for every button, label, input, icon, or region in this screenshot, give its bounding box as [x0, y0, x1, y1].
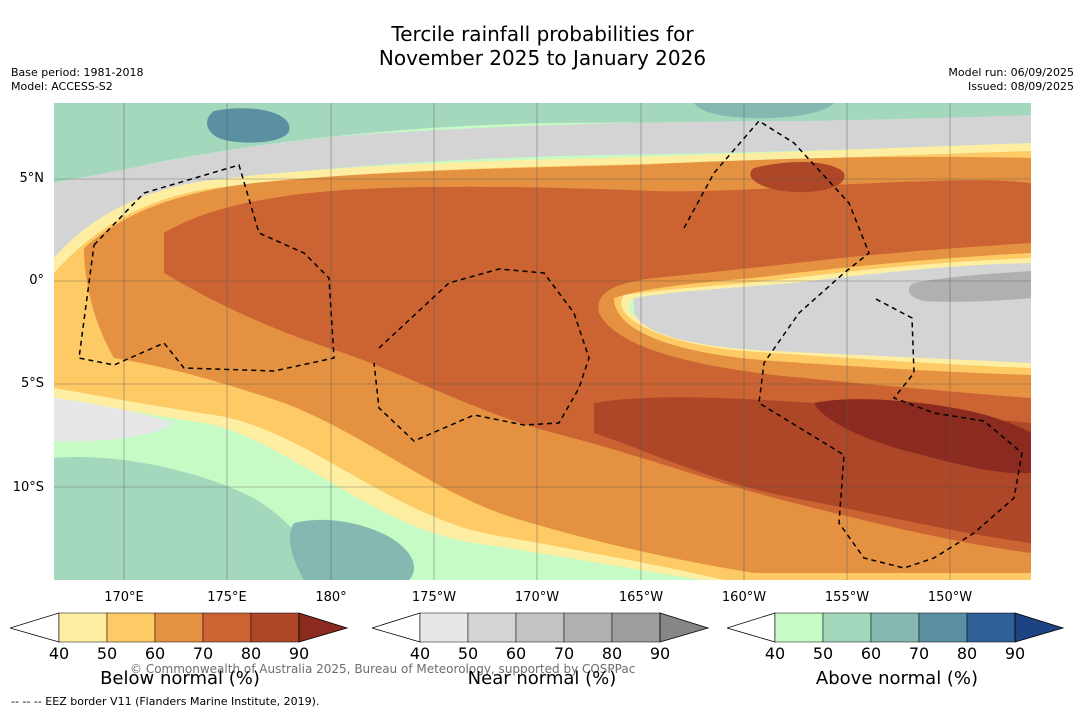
- colorbar-near: [372, 612, 710, 643]
- cbar-near-tick: 50: [457, 644, 479, 663]
- cbar-above-tick: 80: [956, 644, 978, 663]
- cbar-near-swatch-3: [515, 612, 565, 643]
- lon-label-175E: 175°E: [207, 590, 247, 605]
- lat-label-5S: 5°S: [20, 376, 44, 391]
- map-title: Tercile rainfall probabilities for Novem…: [0, 22, 1085, 70]
- rainfall-map: © Commonwealth of Australia 2025, Bureau…: [54, 103, 1031, 676]
- zone-above-70-north: [207, 108, 290, 143]
- gridlines: [54, 103, 1031, 580]
- zone-near-north: [54, 115, 1031, 258]
- cbar-near-arrow-right: [659, 612, 710, 643]
- cbar-near-tick: 60: [505, 644, 527, 663]
- zone-above-60-south: [289, 519, 414, 580]
- cbar-near-swatch-1: [419, 612, 469, 643]
- cbar-below-swatch-3: [154, 612, 204, 643]
- base-period: Base period: 1981-2018: [11, 66, 144, 79]
- zone-above-60-north2: [694, 103, 834, 119]
- cbar-below-title: Below normal (%): [100, 668, 260, 689]
- lat-label-5N: 5°N: [19, 171, 45, 186]
- zone-near-east-dark: [908, 271, 1031, 302]
- lon-label-170W: 170°W: [514, 590, 560, 605]
- lon-label-160W: 160°W: [721, 590, 767, 605]
- cbar-above-swatch-2: [822, 612, 872, 643]
- eez-phoenix: [373, 268, 590, 442]
- zone-below-80-north: [750, 161, 845, 193]
- run-info: Model run: 06/09/2025 Issued: 08/09/2025: [948, 66, 1074, 94]
- colorbar-below: [10, 612, 349, 643]
- cbar-below-arrow-left: [10, 612, 60, 643]
- colorbar-above: [727, 612, 1065, 643]
- cbar-below-swatch-2: [106, 612, 156, 643]
- cbar-above-swatch-5: [966, 612, 1016, 643]
- eez-borders: [78, 120, 1023, 569]
- lon-label-170E: 170°E: [104, 590, 144, 605]
- cbar-near-tick: 70: [553, 644, 575, 663]
- cbar-near-swatch-5: [611, 612, 661, 643]
- title-line-2: November 2025 to January 2026: [378, 46, 707, 70]
- cbar-above-tick: 50: [812, 644, 834, 663]
- map-canvas: [54, 103, 1031, 580]
- model-run: Model run: 06/09/2025: [948, 66, 1074, 79]
- cbar-above-tick: 60: [860, 644, 882, 663]
- cbar-near-tick: 80: [601, 644, 623, 663]
- cbar-above-title: Above normal (%): [815, 668, 979, 689]
- copyright-note: © Commonwealth of Australia 2025, Bureau…: [130, 662, 636, 676]
- cbar-near-swatch-4: [563, 612, 613, 643]
- lat-label-0: 0°: [29, 273, 44, 288]
- cbar-near-arrow-left: [372, 612, 421, 643]
- cbar-above-swatch-4: [918, 612, 968, 643]
- cbar-below-swatch-1: [58, 612, 108, 643]
- cbar-near-tick: 40: [409, 644, 431, 663]
- cbar-above-swatch-3: [870, 612, 920, 643]
- lon-label-165W: 165°W: [618, 590, 664, 605]
- model-name: Model: ACCESS-S2: [11, 80, 113, 93]
- cbar-below-swatch-4: [202, 612, 252, 643]
- cbar-below-swatch-5: [250, 612, 300, 643]
- cbar-below-tick: 50: [96, 644, 118, 663]
- cbar-near-title: Near normal (%): [467, 668, 617, 689]
- cbar-above-tick: 70: [908, 644, 930, 663]
- cbar-below-tick: 40: [48, 644, 70, 663]
- eez-footnote: -- -- -- EEZ border V11 (Flanders Marine…: [11, 695, 320, 708]
- cbar-near-tick: 90: [649, 644, 671, 663]
- cbar-below-arrow-right: [298, 612, 349, 643]
- eez-tuvalu-gilberts: [78, 164, 335, 372]
- cbar-above-tick: 90: [1004, 644, 1026, 663]
- lon-label-150W: 150°W: [927, 590, 973, 605]
- cbar-above-arrow-right: [1014, 612, 1065, 643]
- cbar-above-swatch-1: [774, 612, 824, 643]
- cbar-above-tick: 40: [764, 644, 786, 663]
- cbar-above-arrow-left: [727, 612, 776, 643]
- cbar-below-tick: 90: [288, 644, 310, 663]
- lat-label-10S: 10°S: [12, 480, 44, 495]
- title-line-1: Tercile rainfall probabilities for: [391, 22, 694, 46]
- cbar-below-tick: 80: [240, 644, 262, 663]
- cbar-below-tick: 70: [192, 644, 214, 663]
- cbar-below-tick: 60: [144, 644, 166, 663]
- base-info: Base period: 1981-2018 Model: ACCESS-S2: [11, 66, 143, 94]
- lon-label-180: 180°: [315, 590, 347, 605]
- eez-line-islands: [683, 120, 1023, 569]
- zone-below-90: [814, 399, 1031, 474]
- cbar-near-swatch-2: [467, 612, 517, 643]
- lon-label-155W: 155°W: [824, 590, 870, 605]
- lon-label-175W: 175°W: [411, 590, 457, 605]
- zone-near-south: [54, 398, 174, 442]
- issued-date: Issued: 08/09/2025: [967, 80, 1074, 93]
